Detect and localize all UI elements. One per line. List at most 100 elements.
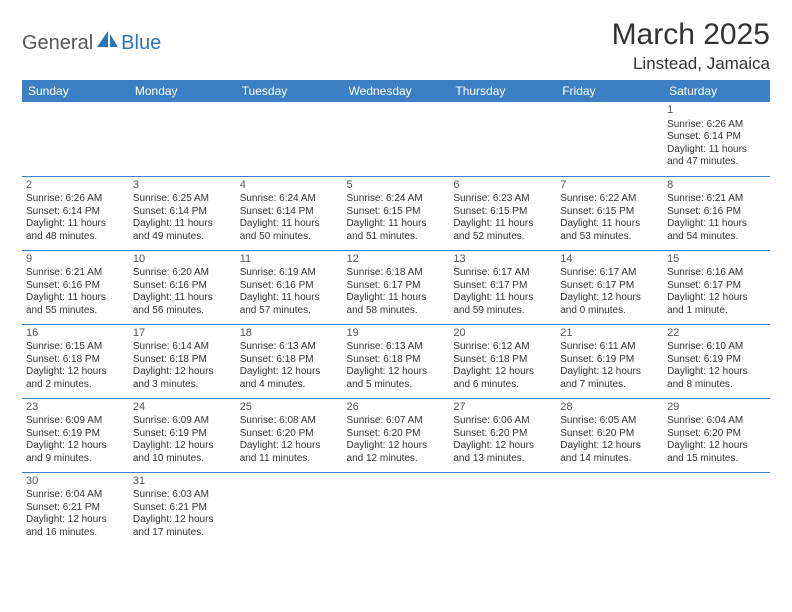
calendar-cell: 22Sunrise: 6:10 AMSunset: 6:19 PMDayligh… — [663, 324, 770, 398]
sunset-text: Sunset: 6:14 PM — [240, 206, 339, 219]
daylight-text: Daylight: 11 hours and 48 minutes. — [26, 218, 125, 243]
day-number: 10 — [133, 253, 232, 267]
sunset-text: Sunset: 6:17 PM — [560, 280, 659, 293]
sunrise-text: Sunrise: 6:03 AM — [133, 489, 232, 502]
day-number: 12 — [347, 253, 446, 267]
day-number: 14 — [560, 253, 659, 267]
sunset-text: Sunset: 6:19 PM — [133, 428, 232, 441]
sunset-text: Sunset: 6:19 PM — [560, 354, 659, 367]
day-header: Thursday — [449, 80, 556, 102]
calendar-cell: 30Sunrise: 6:04 AMSunset: 6:21 PMDayligh… — [22, 472, 129, 546]
sunset-text: Sunset: 6:19 PM — [26, 428, 125, 441]
sunrise-text: Sunrise: 6:04 AM — [26, 489, 125, 502]
daylight-text: Daylight: 12 hours and 10 minutes. — [133, 440, 232, 465]
calendar-cell: 4Sunrise: 6:24 AMSunset: 6:14 PMDaylight… — [236, 176, 343, 250]
header: General Blue March 2025 Linstead, Jamaic… — [22, 18, 770, 74]
daylight-text: Daylight: 11 hours and 55 minutes. — [26, 292, 125, 317]
day-number: 3 — [133, 179, 232, 193]
day-number: 5 — [347, 179, 446, 193]
calendar-cell: 21Sunrise: 6:11 AMSunset: 6:19 PMDayligh… — [556, 324, 663, 398]
day-header: Saturday — [663, 80, 770, 102]
calendar-cell — [343, 102, 450, 176]
sunrise-text: Sunrise: 6:09 AM — [133, 415, 232, 428]
calendar-cell: 25Sunrise: 6:08 AMSunset: 6:20 PMDayligh… — [236, 398, 343, 472]
day-number: 23 — [26, 401, 125, 415]
sunrise-text: Sunrise: 6:24 AM — [240, 193, 339, 206]
calendar-cell — [129, 102, 236, 176]
daylight-text: Daylight: 12 hours and 7 minutes. — [560, 366, 659, 391]
calendar-cell — [449, 472, 556, 546]
calendar-cell: 1Sunrise: 6:26 AMSunset: 6:14 PMDaylight… — [663, 102, 770, 176]
sunset-text: Sunset: 6:17 PM — [453, 280, 552, 293]
sunset-text: Sunset: 6:21 PM — [133, 502, 232, 515]
daylight-text: Daylight: 12 hours and 15 minutes. — [667, 440, 766, 465]
sunset-text: Sunset: 6:20 PM — [453, 428, 552, 441]
calendar-cell — [236, 472, 343, 546]
sunset-text: Sunset: 6:15 PM — [347, 206, 446, 219]
daylight-text: Daylight: 11 hours and 56 minutes. — [133, 292, 232, 317]
calendar-cell: 12Sunrise: 6:18 AMSunset: 6:17 PMDayligh… — [343, 250, 450, 324]
sunrise-text: Sunrise: 6:18 AM — [347, 267, 446, 280]
day-number: 27 — [453, 401, 552, 415]
day-number: 2 — [26, 179, 125, 193]
sunset-text: Sunset: 6:20 PM — [560, 428, 659, 441]
sunset-text: Sunset: 6:17 PM — [347, 280, 446, 293]
sunrise-text: Sunrise: 6:12 AM — [453, 341, 552, 354]
sunrise-text: Sunrise: 6:13 AM — [347, 341, 446, 354]
day-header: Wednesday — [343, 80, 450, 102]
sunrise-text: Sunrise: 6:22 AM — [560, 193, 659, 206]
sunrise-text: Sunrise: 6:25 AM — [133, 193, 232, 206]
day-header: Tuesday — [236, 80, 343, 102]
sunset-text: Sunset: 6:18 PM — [347, 354, 446, 367]
sunset-text: Sunset: 6:21 PM — [26, 502, 125, 515]
day-number: 13 — [453, 253, 552, 267]
day-number: 19 — [347, 327, 446, 341]
daylight-text: Daylight: 12 hours and 14 minutes. — [560, 440, 659, 465]
day-number: 26 — [347, 401, 446, 415]
day-header: Friday — [556, 80, 663, 102]
sunset-text: Sunset: 6:16 PM — [133, 280, 232, 293]
calendar-cell: 19Sunrise: 6:13 AMSunset: 6:18 PMDayligh… — [343, 324, 450, 398]
sunrise-text: Sunrise: 6:08 AM — [240, 415, 339, 428]
calendar-cell: 26Sunrise: 6:07 AMSunset: 6:20 PMDayligh… — [343, 398, 450, 472]
sunset-text: Sunset: 6:14 PM — [667, 131, 766, 144]
daylight-text: Daylight: 12 hours and 2 minutes. — [26, 366, 125, 391]
logo-text-general: General — [22, 32, 93, 55]
sunrise-text: Sunrise: 6:04 AM — [667, 415, 766, 428]
daylight-text: Daylight: 11 hours and 59 minutes. — [453, 292, 552, 317]
sunrise-text: Sunrise: 6:17 AM — [453, 267, 552, 280]
sunrise-text: Sunrise: 6:21 AM — [26, 267, 125, 280]
calendar-cell: 16Sunrise: 6:15 AMSunset: 6:18 PMDayligh… — [22, 324, 129, 398]
daylight-text: Daylight: 12 hours and 13 minutes. — [453, 440, 552, 465]
daylight-text: Daylight: 12 hours and 9 minutes. — [26, 440, 125, 465]
daylight-text: Daylight: 11 hours and 53 minutes. — [560, 218, 659, 243]
sunset-text: Sunset: 6:19 PM — [667, 354, 766, 367]
calendar-cell: 20Sunrise: 6:12 AMSunset: 6:18 PMDayligh… — [449, 324, 556, 398]
sunrise-text: Sunrise: 6:11 AM — [560, 341, 659, 354]
calendar-week-row: 9Sunrise: 6:21 AMSunset: 6:16 PMDaylight… — [22, 250, 770, 324]
sunset-text: Sunset: 6:14 PM — [26, 206, 125, 219]
sunset-text: Sunset: 6:15 PM — [560, 206, 659, 219]
sunset-text: Sunset: 6:20 PM — [347, 428, 446, 441]
sunrise-text: Sunrise: 6:26 AM — [667, 119, 766, 132]
calendar-cell: 24Sunrise: 6:09 AMSunset: 6:19 PMDayligh… — [129, 398, 236, 472]
calendar-week-row: 1Sunrise: 6:26 AMSunset: 6:14 PMDaylight… — [22, 102, 770, 176]
daylight-text: Daylight: 11 hours and 47 minutes. — [667, 144, 766, 169]
sunrise-text: Sunrise: 6:20 AM — [133, 267, 232, 280]
daylight-text: Daylight: 11 hours and 58 minutes. — [347, 292, 446, 317]
day-number: 24 — [133, 401, 232, 415]
calendar-cell: 2Sunrise: 6:26 AMSunset: 6:14 PMDaylight… — [22, 176, 129, 250]
daylight-text: Daylight: 12 hours and 11 minutes. — [240, 440, 339, 465]
daylight-text: Daylight: 11 hours and 52 minutes. — [453, 218, 552, 243]
sunrise-text: Sunrise: 6:05 AM — [560, 415, 659, 428]
day-number: 15 — [667, 253, 766, 267]
daylight-text: Daylight: 12 hours and 5 minutes. — [347, 366, 446, 391]
day-number: 20 — [453, 327, 552, 341]
calendar-cell: 28Sunrise: 6:05 AMSunset: 6:20 PMDayligh… — [556, 398, 663, 472]
sail-icon — [97, 31, 119, 54]
daylight-text: Daylight: 12 hours and 4 minutes. — [240, 366, 339, 391]
sunrise-text: Sunrise: 6:13 AM — [240, 341, 339, 354]
day-header: Monday — [129, 80, 236, 102]
day-number: 16 — [26, 327, 125, 341]
day-number: 21 — [560, 327, 659, 341]
